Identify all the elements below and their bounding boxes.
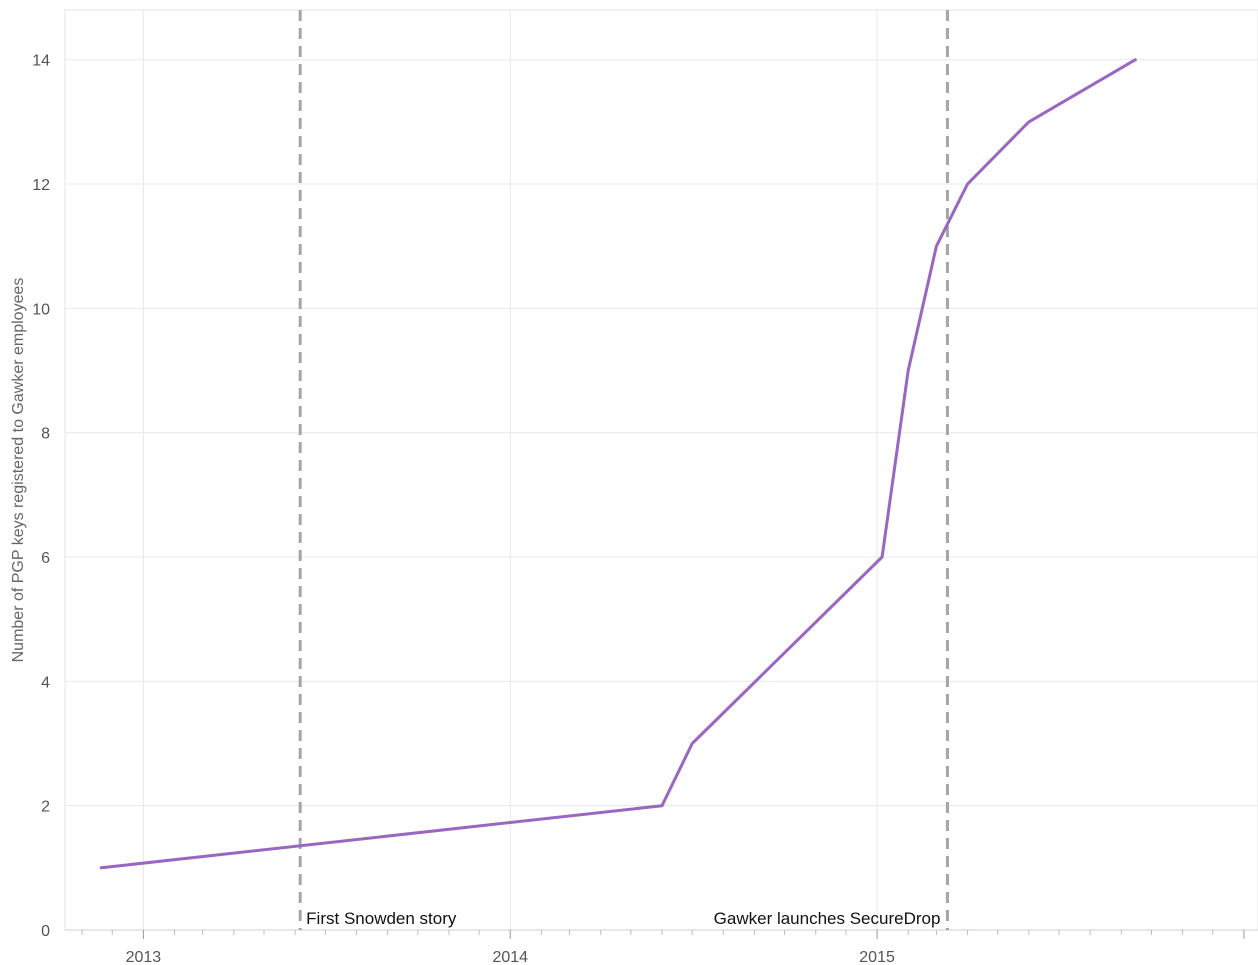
data-point <box>966 183 969 186</box>
data-point <box>907 369 910 372</box>
data-point <box>691 742 694 745</box>
y-tick-label: 10 <box>32 301 50 318</box>
annotation-label: First Snowden story <box>306 909 457 928</box>
y-tick-label: 4 <box>41 674 50 691</box>
series-line <box>99 58 1137 870</box>
y-tick-label: 6 <box>41 550 50 567</box>
x-tick-label: 2014 <box>492 949 528 965</box>
y-axis-title: Number of PGP keys registered to Gawker … <box>10 278 27 663</box>
data-series <box>99 58 1137 870</box>
annotation-layer: First Snowden story Gawker launches Secur… <box>298 10 949 930</box>
y-tick-label: 0 <box>41 923 50 940</box>
plot-frame <box>64 9 1258 931</box>
data-point <box>1027 120 1030 123</box>
y-tick-label: 2 <box>41 799 50 816</box>
y-axis: 0 2 4 6 8 10 12 14 <box>32 53 50 940</box>
x-axis: 2013 2014 2015 <box>65 929 1258 965</box>
data-point <box>100 866 103 869</box>
x-tick-label: 2015 <box>859 949 895 965</box>
y-tick-label: 14 <box>32 53 50 70</box>
y-tick-label: 8 <box>41 426 50 443</box>
data-point <box>881 556 884 559</box>
horizontal-gridlines <box>65 59 1258 807</box>
x-tick-label: 2013 <box>126 949 162 965</box>
data-point <box>1134 58 1137 61</box>
annotation-label: Gawker launches SecureDrop <box>714 909 941 928</box>
y-tick-label: 12 <box>32 177 50 194</box>
data-point <box>935 245 938 248</box>
vertical-gridlines <box>142 10 878 930</box>
data-point <box>661 804 664 807</box>
plot-area <box>64 9 1258 931</box>
